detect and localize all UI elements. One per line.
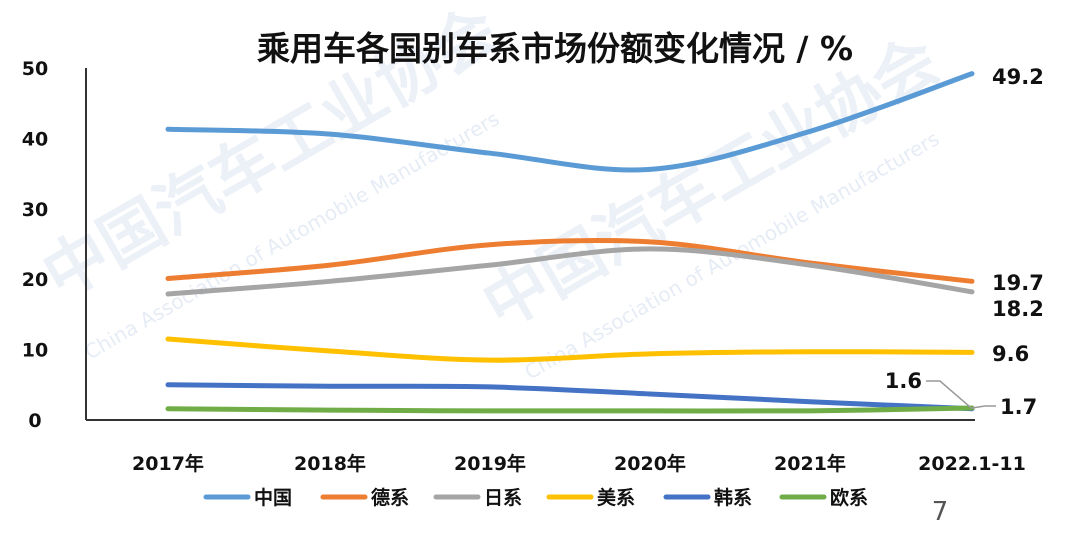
y-tick-label: 20 — [22, 269, 48, 291]
axis-ticks: 0 10 20 30 40 50 2017年 2018年 2019年 2020年 2021年 2022… — [22, 58, 1026, 475]
series-line-德系 — [165, 237, 975, 284]
x-tick-label: 2018年 — [294, 452, 366, 475]
data-labels: 49.2 19.718.2 9.6 1.6 1.7 — [885, 65, 1044, 419]
series-line-韩系 — [165, 382, 975, 412]
page-number: 7 — [932, 497, 949, 527]
leader-line — [971, 405, 996, 409]
legend-item-label: 德系 — [371, 486, 409, 509]
legend-item-label: 日系 — [484, 487, 522, 509]
leader-line — [926, 380, 973, 410]
y-tick-label: 0 — [28, 410, 41, 432]
x-tick-label: 2022.1-11 — [918, 453, 1026, 475]
legend: 中国 德系 日系 美系 韩系 欧系 — [203, 486, 868, 509]
data-label: 19.7 — [992, 271, 1044, 295]
data-label: 18.2 — [992, 297, 1044, 321]
y-tick-label: 30 — [22, 199, 48, 221]
series-line-欧系 — [165, 405, 975, 414]
series-line-日系 — [165, 246, 975, 297]
x-tick-label: 2021年 — [774, 452, 846, 475]
y-tick-label: 10 — [22, 340, 48, 362]
x-tick-label: 2019年 — [454, 452, 526, 475]
data-label: 1.6 — [885, 369, 922, 393]
axes — [85, 68, 975, 421]
legend-item-label: 韩系 — [714, 486, 752, 509]
y-tick-label: 40 — [22, 128, 48, 150]
x-tick-label: 2020年 — [614, 452, 686, 475]
data-label: 1.7 — [1000, 395, 1037, 419]
legend-item-label: 欧系 — [830, 486, 868, 509]
y-tick-label: 50 — [22, 58, 48, 80]
legend-item-label: 中国 — [254, 486, 292, 509]
x-tick-label: 2017年 — [132, 452, 204, 475]
data-label: 9.6 — [992, 342, 1029, 366]
series-line-中国 — [165, 71, 975, 173]
data-label: 49.2 — [992, 65, 1044, 89]
series-lines — [165, 71, 975, 414]
legend-item-label: 美系 — [597, 486, 635, 509]
series-line-美系 — [165, 336, 975, 363]
chart-title: 乘用车各国别车系市场份额变化情况 / % — [257, 29, 853, 68]
